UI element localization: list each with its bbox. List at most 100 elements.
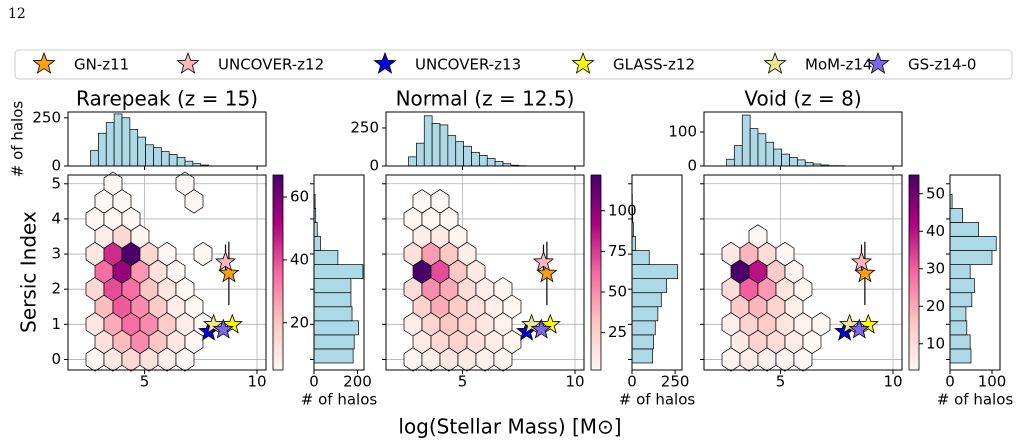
galaxy-star: [530, 318, 552, 339]
y-tick-label: 1: [51, 315, 61, 333]
top-hist-bar: [168, 154, 178, 167]
hex-cell: [175, 171, 195, 196]
right-hist-bar: [313, 334, 355, 350]
right-hist-bar: [949, 348, 972, 364]
hex-cell: [748, 224, 768, 249]
legend-label: GS-z14-0: [908, 56, 976, 74]
colorbar: [590, 174, 602, 371]
top-hist-bar: [416, 142, 425, 167]
right-hist-bar: [631, 334, 654, 350]
right-hist-bar: [631, 348, 654, 364]
top-hist-bar: [408, 156, 417, 167]
main-frame: [385, 174, 585, 371]
y-tick-label: 0: [687, 157, 697, 175]
y-tick-label: 5: [51, 174, 61, 192]
right-hist-bar: [313, 348, 354, 364]
top-hist-bar: [439, 124, 449, 167]
galaxy-star: [214, 250, 237, 272]
right-hist-bar: [949, 320, 968, 336]
legend-marker: [571, 51, 595, 74]
x-tick-label: 250: [661, 373, 690, 391]
right-hist-bar: [631, 306, 659, 322]
right-hist-bar: [949, 208, 963, 223]
top-hist-bar: [176, 156, 186, 167]
right-hist-frame: [313, 174, 365, 371]
right-hist-bar: [949, 222, 979, 237]
hex-cell: [157, 241, 177, 267]
colorbar-tick-label: 100: [608, 201, 637, 219]
right-hist-bar: [631, 278, 667, 294]
right-hist-bar: [949, 306, 967, 322]
y-tick-label: 100: [668, 123, 697, 141]
colorbar-tick-label: 50: [926, 184, 945, 202]
legend-marker: [373, 51, 397, 74]
top-hist-bar: [98, 132, 107, 167]
right-hist-bar: [313, 236, 321, 251]
top-hist-frame: [385, 111, 585, 167]
galaxy-star: [221, 313, 243, 334]
top-hist-bar: [423, 115, 433, 167]
top-hist-bar: [804, 162, 814, 167]
right-hist-bar: [949, 278, 975, 294]
legend-label: MoM-z14: [805, 56, 872, 74]
right-hist-frame: [949, 174, 1001, 371]
x-tick-label: 5: [140, 373, 150, 391]
top-hist-bar: [789, 157, 798, 167]
top-hist-bar: [757, 133, 767, 167]
y-tick-label: 0: [369, 157, 379, 175]
legend-label: GLASS-z12: [613, 56, 695, 74]
top-hist-bar: [773, 148, 782, 167]
right-hist-bar: [313, 292, 352, 308]
colorbar-tick-label: 20: [290, 313, 309, 331]
top-hist-frame: [703, 111, 903, 167]
top-hist-bar: [153, 147, 162, 167]
y-tick-label: 250: [350, 118, 379, 136]
x-tick-label: 10: [247, 373, 266, 391]
right-hist-bar: [313, 320, 359, 336]
y-tick-label: 0: [51, 157, 61, 175]
top-hist-bar: [137, 136, 146, 167]
top-hist-bar: [90, 150, 99, 167]
top-hist-bar: [447, 135, 457, 167]
top-hist-bar: [486, 158, 496, 167]
hex-cell: [193, 241, 213, 267]
colorbar-tick-label: 75: [608, 242, 627, 260]
colorbar-tick-label: 20: [926, 297, 945, 315]
x-tick-label: 5: [776, 373, 786, 391]
legend-marker: [763, 51, 787, 74]
x-tick-label: 10: [883, 373, 902, 391]
top-hist-bar: [726, 158, 735, 167]
right-hist-bar: [949, 250, 993, 265]
right-hist-bar: [949, 236, 997, 251]
legend-marker: [176, 51, 200, 74]
galaxy-star: [857, 313, 879, 334]
main-frame: [67, 174, 267, 371]
x-tick-label: 0: [945, 373, 955, 391]
right-hist-bar: [313, 264, 364, 279]
galaxy-star: [212, 318, 234, 339]
x-tick-label: 5: [458, 373, 468, 391]
colorbar: [272, 174, 284, 371]
top-hist-bar: [129, 129, 139, 167]
right-hist-bar: [631, 292, 662, 308]
top-hist-label: # of halos: [9, 101, 27, 178]
top-hist-frame: [67, 111, 267, 167]
top-hist-bar: [431, 123, 441, 167]
main-frame: [703, 174, 903, 371]
colorbar-tick-label: 25: [608, 323, 627, 341]
x-tick-label: 0: [309, 373, 319, 391]
top-hist-bar: [121, 117, 131, 167]
x-tick-label: 10: [565, 373, 584, 391]
hex-cell: [103, 171, 123, 196]
right-hist-bar: [631, 236, 636, 251]
right-hist-bar: [949, 264, 971, 279]
x-tick-label: 0: [627, 373, 637, 391]
y-tick-label: 250: [32, 108, 61, 126]
right-hist-bar: [631, 264, 679, 279]
right-hist-bar: [631, 250, 650, 265]
top-hist-bar: [471, 151, 480, 167]
top-hist-bar: [455, 141, 464, 167]
y-tick-label: 3: [51, 245, 61, 263]
